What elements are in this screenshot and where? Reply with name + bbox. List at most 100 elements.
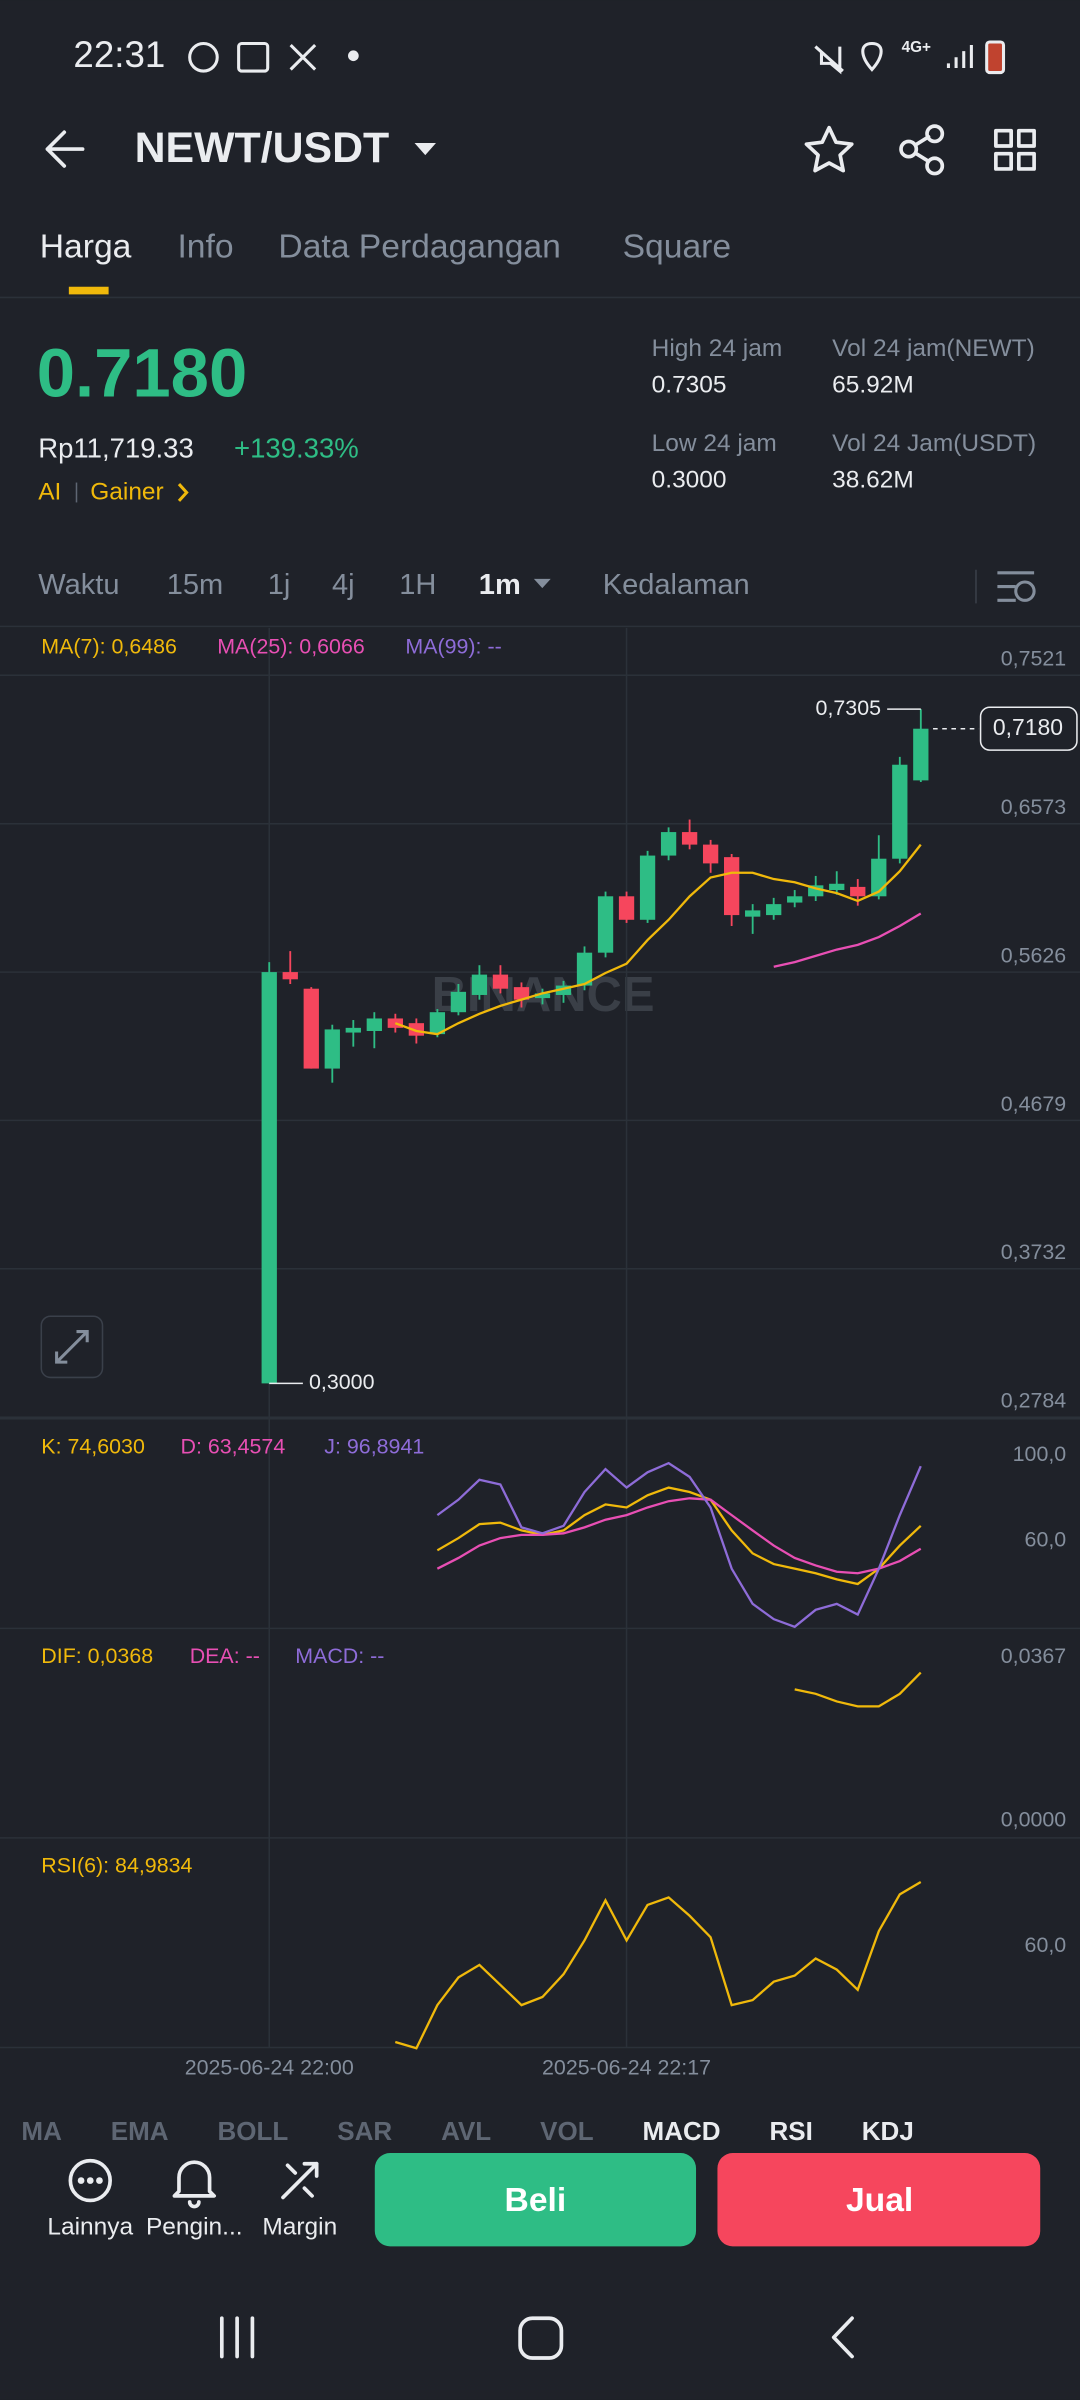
interval[interactable]: 1H (399, 569, 436, 601)
candle-body (534, 993, 551, 999)
interval[interactable]: 1j (268, 569, 291, 601)
charts: 0,7521 0,6573 0,5626 0,4679 0,3732 0,2784 2025… (0, 627, 1080, 2146)
candle-body (892, 764, 908, 859)
candle-body (702, 844, 719, 864)
tab[interactable]: Info (177, 228, 233, 265)
last-price: 0.7180 (37, 335, 248, 412)
legend-entry: MACD: -- (295, 1644, 384, 1668)
indicator-line (394, 843, 922, 1036)
pair-dropdown[interactable] (414, 142, 436, 156)
action-label[interactable]: Lainnya (47, 2213, 133, 2240)
candle-body (829, 883, 845, 891)
tab[interactable]: Data Perdagangan (278, 228, 560, 265)
legend-entry: J: 96,8941 (324, 1434, 424, 1458)
candle-body (850, 886, 866, 897)
y-tick-label: 60,0 (1025, 1933, 1067, 1957)
legend-entry: K: 74,6030 (41, 1434, 145, 1458)
sell-label[interactable]: Jual (846, 2182, 913, 2219)
indicator-tab[interactable]: AVL (441, 2116, 491, 2146)
candle-body (808, 885, 824, 897)
indicator-tab[interactable]: MA (21, 2116, 62, 2146)
current-price-box (979, 706, 1078, 751)
legend-entry: RSI(6): 84,9834 (41, 1854, 192, 1878)
action-label[interactable]: Margin (262, 2213, 337, 2240)
x-tick-label: 2025-06-24 22:00 (185, 2056, 354, 2080)
interval-active[interactable]: 1m (479, 569, 521, 601)
stat-label: High 24 jam (652, 335, 783, 362)
buy-button[interactable] (374, 2153, 697, 2247)
candle-body (261, 972, 277, 1384)
candle-body (639, 855, 656, 920)
indicator-tab[interactable]: SAR (337, 2116, 392, 2146)
y-tick-label: 0,6573 (1001, 795, 1066, 819)
candle-body (766, 904, 782, 916)
candle-body (345, 1027, 361, 1033)
y-tick-label: 0,0367 (1001, 1644, 1066, 1668)
indicator-line (773, 912, 922, 968)
candle-body (303, 988, 319, 1069)
price-idr: Rp11,719.33 (38, 433, 194, 464)
action-label[interactable]: Pengin... (146, 2213, 243, 2240)
share-button[interactable] (899, 124, 945, 176)
candle-body (745, 910, 761, 917)
indicator-tab[interactable]: RSI (770, 2116, 813, 2146)
y-tick-label: 0,4679 (1001, 1092, 1066, 1116)
interval[interactable]: Waktu (38, 569, 119, 601)
indicator-tab[interactable]: KDJ (862, 2116, 914, 2146)
action-icons (68, 2158, 319, 2209)
indicator-tab[interactable]: VOL (540, 2116, 594, 2146)
candle-body (787, 896, 803, 903)
sell-button[interactable] (717, 2153, 1041, 2247)
favorite-button[interactable] (804, 125, 854, 173)
status-time: 22:31 (73, 34, 165, 75)
tab[interactable]: Harga (40, 228, 132, 265)
candle-body (555, 985, 572, 995)
indicator-line (436, 1461, 922, 1629)
current-price-label: 0,7180 (993, 714, 1063, 740)
tab-indicator (68, 286, 109, 295)
indicator-tab[interactable]: BOLL (218, 2116, 289, 2146)
indicator-line (794, 1671, 922, 1708)
stat-label: Low 24 jam (652, 430, 777, 457)
x-tick-label: 2025-06-24 22:17 (542, 2056, 711, 2080)
y-tick-label: 0,0000 (1001, 1808, 1067, 1832)
chart-settings[interactable] (997, 571, 1036, 602)
expand-button[interactable] (40, 1315, 104, 1379)
back-button[interactable] (45, 130, 85, 168)
nav-bar (219, 2316, 854, 2360)
interval[interactable]: Kedalaman (603, 569, 750, 601)
interval-dropdown[interactable] (533, 578, 551, 589)
indicator-tab[interactable]: EMA (111, 2116, 169, 2146)
legend-entry: MA(25): 0,6066 (217, 634, 365, 658)
buy-label[interactable]: Beli (505, 2182, 567, 2219)
interval[interactable]: 4j (332, 569, 355, 601)
tag[interactable]: Gainer (90, 479, 163, 506)
y-tick-label: 0,7521 (1001, 647, 1066, 671)
high-label: 0,7305 (816, 696, 881, 720)
candle-body (660, 832, 677, 856)
legend-entry: MA(99): -- (405, 634, 501, 658)
tag[interactable]: AI (38, 479, 61, 506)
price-change: +139.33% (234, 433, 359, 464)
candle-body (913, 728, 929, 781)
tag-chevron (177, 483, 189, 502)
stat-value: 38.62M (832, 466, 914, 493)
indicator-line (436, 1497, 922, 1575)
status-network: 4G+ (902, 39, 931, 56)
layout-button[interactable] (994, 128, 1036, 171)
candle-body (723, 857, 740, 916)
interval[interactable]: 15m (167, 569, 224, 601)
candle-body (450, 991, 467, 1013)
stat-label: Vol 24 jam(NEWT) (832, 335, 1035, 362)
indicator-line (394, 1880, 922, 2050)
legend-entry: D: 63,4574 (181, 1434, 286, 1458)
tab[interactable]: Square (623, 228, 731, 265)
candle-body (576, 952, 593, 986)
stat-value: 65.92M (832, 372, 914, 399)
indicator-tab[interactable]: MACD (643, 2116, 721, 2146)
pair-title[interactable]: NEWT/USDT (135, 124, 390, 172)
legend-entry: DEA: -- (190, 1644, 260, 1668)
